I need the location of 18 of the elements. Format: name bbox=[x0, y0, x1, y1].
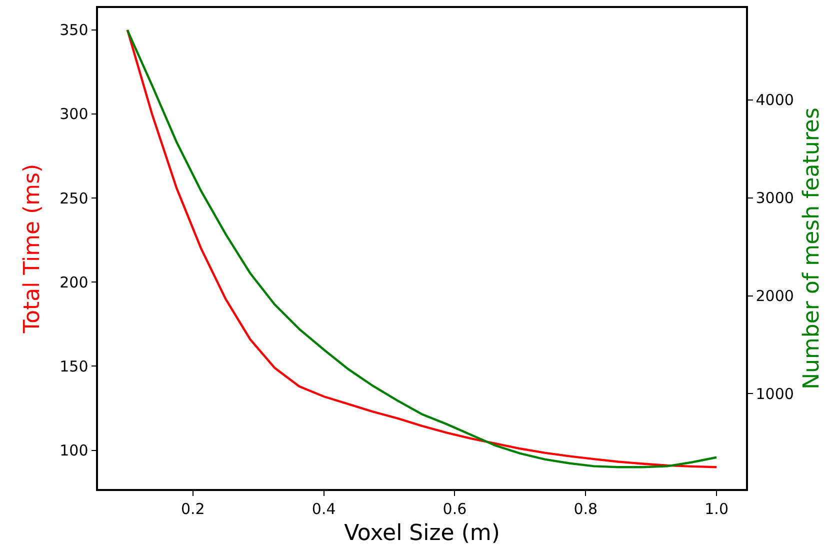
x-tick-label: 0.8 bbox=[574, 500, 598, 518]
y-tick-label: 350 bbox=[60, 21, 88, 40]
x-tick-label: 0.4 bbox=[312, 500, 336, 518]
y-tick-label: 250 bbox=[60, 189, 88, 208]
y-axis-title: Total Time (ms) bbox=[20, 164, 45, 334]
y-tick-label: 200 bbox=[60, 273, 88, 292]
y2-tick-label: 1000 bbox=[756, 384, 794, 403]
x-tick-label: 0.2 bbox=[180, 500, 205, 518]
x-tick-label: 0.6 bbox=[442, 500, 467, 518]
y-tick-label: 100 bbox=[60, 442, 88, 460]
y-tick-label: 150 bbox=[60, 357, 88, 376]
x-tick-label: 1.0 bbox=[704, 500, 728, 518]
y-tick-label: 300 bbox=[60, 105, 88, 124]
x-axis-title: Voxel Size (m) bbox=[344, 521, 500, 546]
y2-tick-label: 2000 bbox=[756, 287, 794, 306]
y2-axis-title: Number of mesh features bbox=[799, 108, 824, 390]
y2-tick-label: 3000 bbox=[756, 189, 794, 208]
y2-tick-label: 4000 bbox=[756, 91, 794, 110]
